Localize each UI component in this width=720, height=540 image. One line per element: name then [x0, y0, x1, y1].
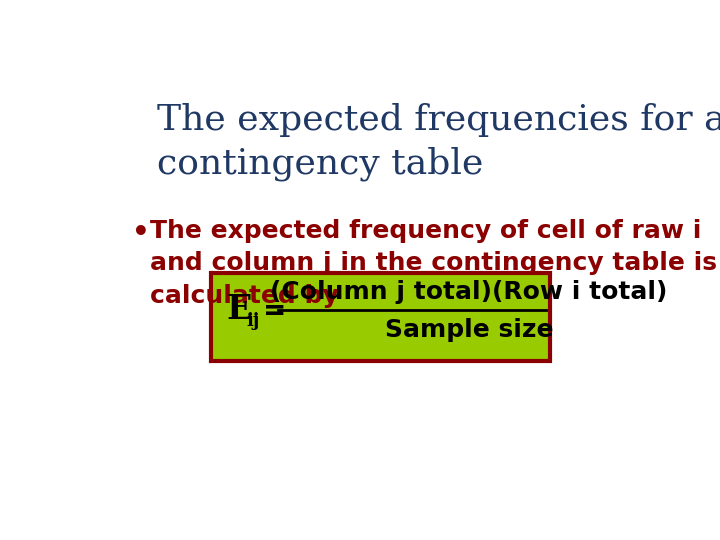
Text: The expected frequencies for a
contingency table: The expected frequencies for a contingen…: [157, 103, 720, 181]
Text: The expected frequency of cell of raw i
and column j in the contingency table is: The expected frequency of cell of raw i …: [150, 219, 716, 308]
FancyBboxPatch shape: [211, 273, 550, 361]
Text: (Column j total)(Row i total): (Column j total)(Row i total): [271, 280, 667, 304]
Text: E: E: [227, 293, 252, 326]
Text: •: •: [132, 219, 150, 247]
Text: =: =: [263, 297, 286, 325]
Text: Sample size: Sample size: [385, 318, 554, 342]
Text: ij: ij: [246, 312, 260, 330]
